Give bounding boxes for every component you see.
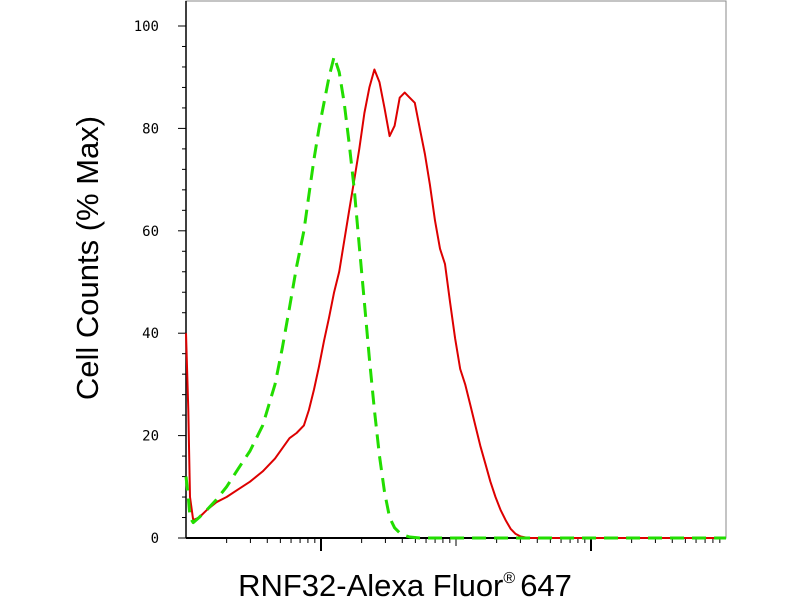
y-axis-tick-labels: 0 20 40 60 80 100 xyxy=(134,19,159,547)
y-tick-label: 80 xyxy=(142,121,159,137)
y-axis-title: Cell Counts (% Max) xyxy=(70,116,105,400)
series-line-dashed-green xyxy=(184,55,726,540)
x-axis-title-main: RNF32-Alexa Fluor xyxy=(238,568,503,600)
series-layer xyxy=(184,55,726,540)
y-tick-label: 100 xyxy=(134,19,159,35)
y-tick-label: 40 xyxy=(142,326,159,342)
plot-border xyxy=(185,0,727,539)
y-tick-label: 20 xyxy=(142,429,159,445)
plot-frame xyxy=(185,0,727,539)
y-axis-ticks xyxy=(178,25,186,539)
series-line-solid-red xyxy=(185,68,726,539)
y-tick-label: 0 xyxy=(151,531,159,547)
x-axis-ticks xyxy=(226,538,721,551)
x-axis-title: RNF32-Alexa Fluor® 647 xyxy=(238,568,572,600)
x-axis-title-superscript: ® xyxy=(503,570,515,587)
y-tick-label: 60 xyxy=(142,224,159,240)
x-axis-title-suffix: 647 xyxy=(520,568,572,600)
